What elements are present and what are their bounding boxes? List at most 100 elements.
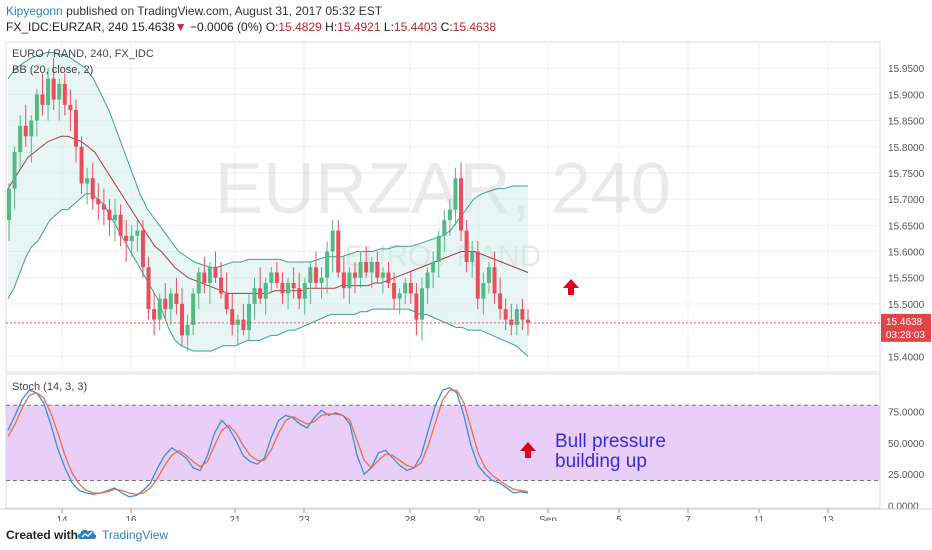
candle <box>207 262 212 304</box>
up-arrow-icon <box>520 442 536 458</box>
candle-body <box>191 293 196 325</box>
candle <box>325 241 330 294</box>
indicator-label: BB (20, close, 2) <box>12 64 93 76</box>
candle-body <box>358 262 363 278</box>
watermark-main: EURZAR, 240 <box>215 149 671 229</box>
candle <box>263 277 268 315</box>
candle-body <box>263 282 268 299</box>
last-price: 15.4638 <box>131 20 175 34</box>
candle-body <box>185 324 190 336</box>
candle-body <box>174 293 179 304</box>
price-pane[interactable] <box>5 41 881 373</box>
candle <box>29 115 34 163</box>
candle <box>269 267 274 294</box>
candle-body <box>7 188 11 221</box>
price-tick-label: 15.5000 <box>888 300 925 311</box>
candle <box>308 262 313 304</box>
candle-body <box>470 251 475 262</box>
candle <box>486 262 491 294</box>
candle-body <box>118 214 123 236</box>
candle <box>96 183 101 221</box>
price-tick-label: 15.7500 <box>888 169 925 180</box>
price-tick-label: 15.8000 <box>888 143 925 154</box>
candle <box>174 277 179 315</box>
candle <box>62 73 67 116</box>
candle <box>79 136 84 194</box>
candle <box>503 298 508 331</box>
candle <box>358 251 363 289</box>
candle <box>330 220 335 273</box>
candle <box>219 262 224 299</box>
candle <box>258 267 263 304</box>
candle <box>280 272 285 304</box>
candle-body <box>286 282 291 294</box>
candle <box>85 167 90 205</box>
candle <box>442 209 447 252</box>
candle <box>375 251 380 283</box>
stoch-line-k <box>7 387 529 498</box>
candle <box>470 241 475 278</box>
candle-body <box>325 251 330 278</box>
candle-body <box>509 319 514 325</box>
candle-body <box>526 319 530 323</box>
candle-body <box>196 272 201 294</box>
author-link[interactable]: Kipyegonn <box>6 4 63 18</box>
candle <box>180 288 184 346</box>
candle-body <box>380 272 385 278</box>
candle <box>40 73 45 116</box>
candle-body <box>85 178 90 184</box>
price-tick-label: 15.6000 <box>888 248 925 259</box>
candle <box>235 314 240 346</box>
footer: Created with TradingView <box>0 521 932 550</box>
candle-body <box>475 251 480 299</box>
candle <box>380 267 385 294</box>
candle-body <box>68 104 73 111</box>
candle-body <box>51 78 56 100</box>
candle-body <box>101 204 106 210</box>
candle-body <box>514 309 519 325</box>
time-tick-label: 23 <box>298 515 310 521</box>
candle-body <box>353 272 357 278</box>
candle-body <box>431 262 436 273</box>
chart-header: Kipyegonn published on TradingView.com, … <box>0 0 932 38</box>
candle <box>386 262 391 289</box>
candle-body <box>330 230 335 252</box>
candle <box>475 241 480 310</box>
tradingview-brand[interactable]: TradingView <box>102 528 169 542</box>
candle-body <box>291 282 296 289</box>
candle <box>252 277 257 320</box>
candle <box>135 220 140 252</box>
candle <box>509 303 514 336</box>
candle-body <box>213 267 218 278</box>
candle <box>302 277 307 315</box>
tradingview-cloud-icon <box>77 529 97 539</box>
open-label: O: <box>265 20 279 34</box>
candle-body <box>180 303 184 336</box>
candle <box>163 282 168 320</box>
time-tick-label: Sep <box>539 515 557 521</box>
candle-body <box>246 303 251 331</box>
up-arrow-icon <box>563 279 579 295</box>
candle-body <box>57 83 62 100</box>
candle <box>514 303 519 336</box>
candle <box>425 267 430 304</box>
candle <box>274 262 279 289</box>
candle-body <box>503 309 508 320</box>
publish-line: Kipyegonn published on TradingView.com, … <box>6 4 382 18</box>
candle-body <box>397 293 402 299</box>
high-value: 15.4921 <box>337 20 381 34</box>
candle-body <box>403 282 408 294</box>
current-price-label: 15.4638 <box>886 317 923 328</box>
candle-body <box>152 309 157 320</box>
chart-canvas[interactable]: EURZAR, 240 EURO / RAND EURO / RAND, 240… <box>0 38 932 521</box>
candle-body <box>375 262 380 278</box>
candle-body <box>425 272 430 289</box>
candle <box>436 230 441 278</box>
candle-body <box>297 288 302 299</box>
candle-body <box>369 262 374 273</box>
candle <box>34 89 39 137</box>
time-tick-label: 11 <box>754 515 765 521</box>
candle <box>347 267 352 304</box>
candle-body <box>302 282 307 299</box>
candle <box>18 115 23 168</box>
